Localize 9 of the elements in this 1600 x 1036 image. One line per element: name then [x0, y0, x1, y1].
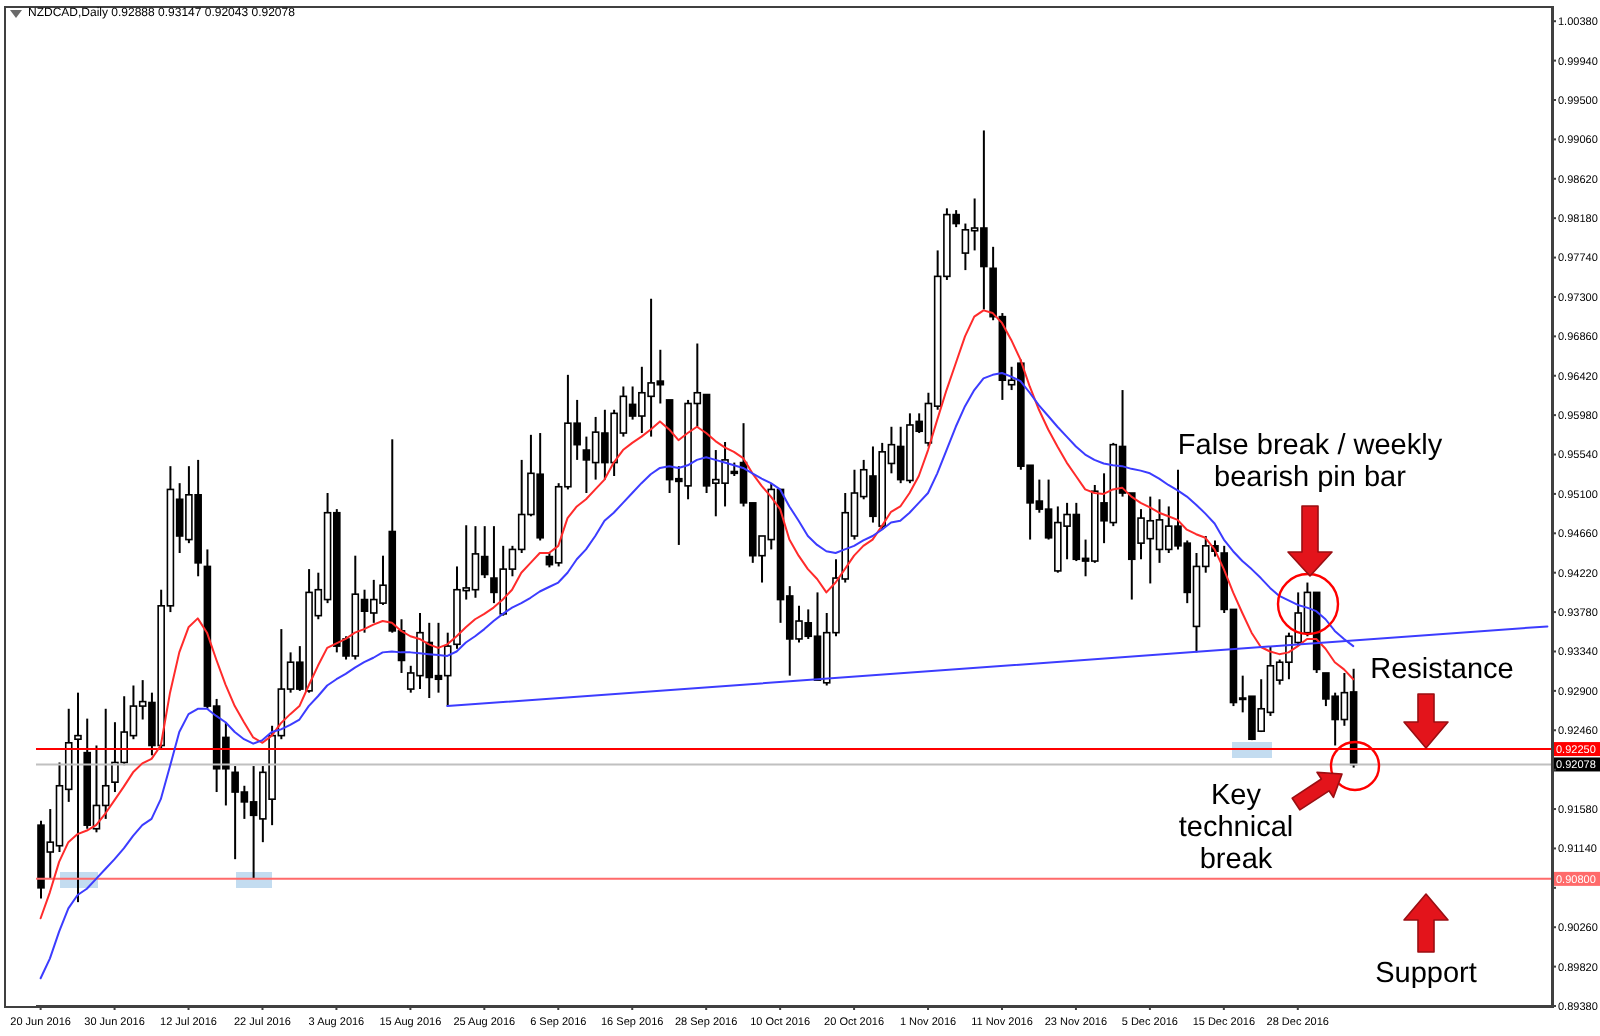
- annotation: False break / weekly bearish pin bar: [1175, 430, 1445, 494]
- annotation: Resistance: [1370, 654, 1514, 686]
- candlestick: [74, 691, 82, 904]
- candlestick: [961, 222, 970, 272]
- annotation: Key technical break: [1176, 780, 1296, 876]
- line-series: [39, 309, 1355, 920]
- candlestick: [582, 435, 591, 495]
- annotation: Support: [1375, 958, 1477, 990]
- candlestick: [443, 631, 452, 708]
